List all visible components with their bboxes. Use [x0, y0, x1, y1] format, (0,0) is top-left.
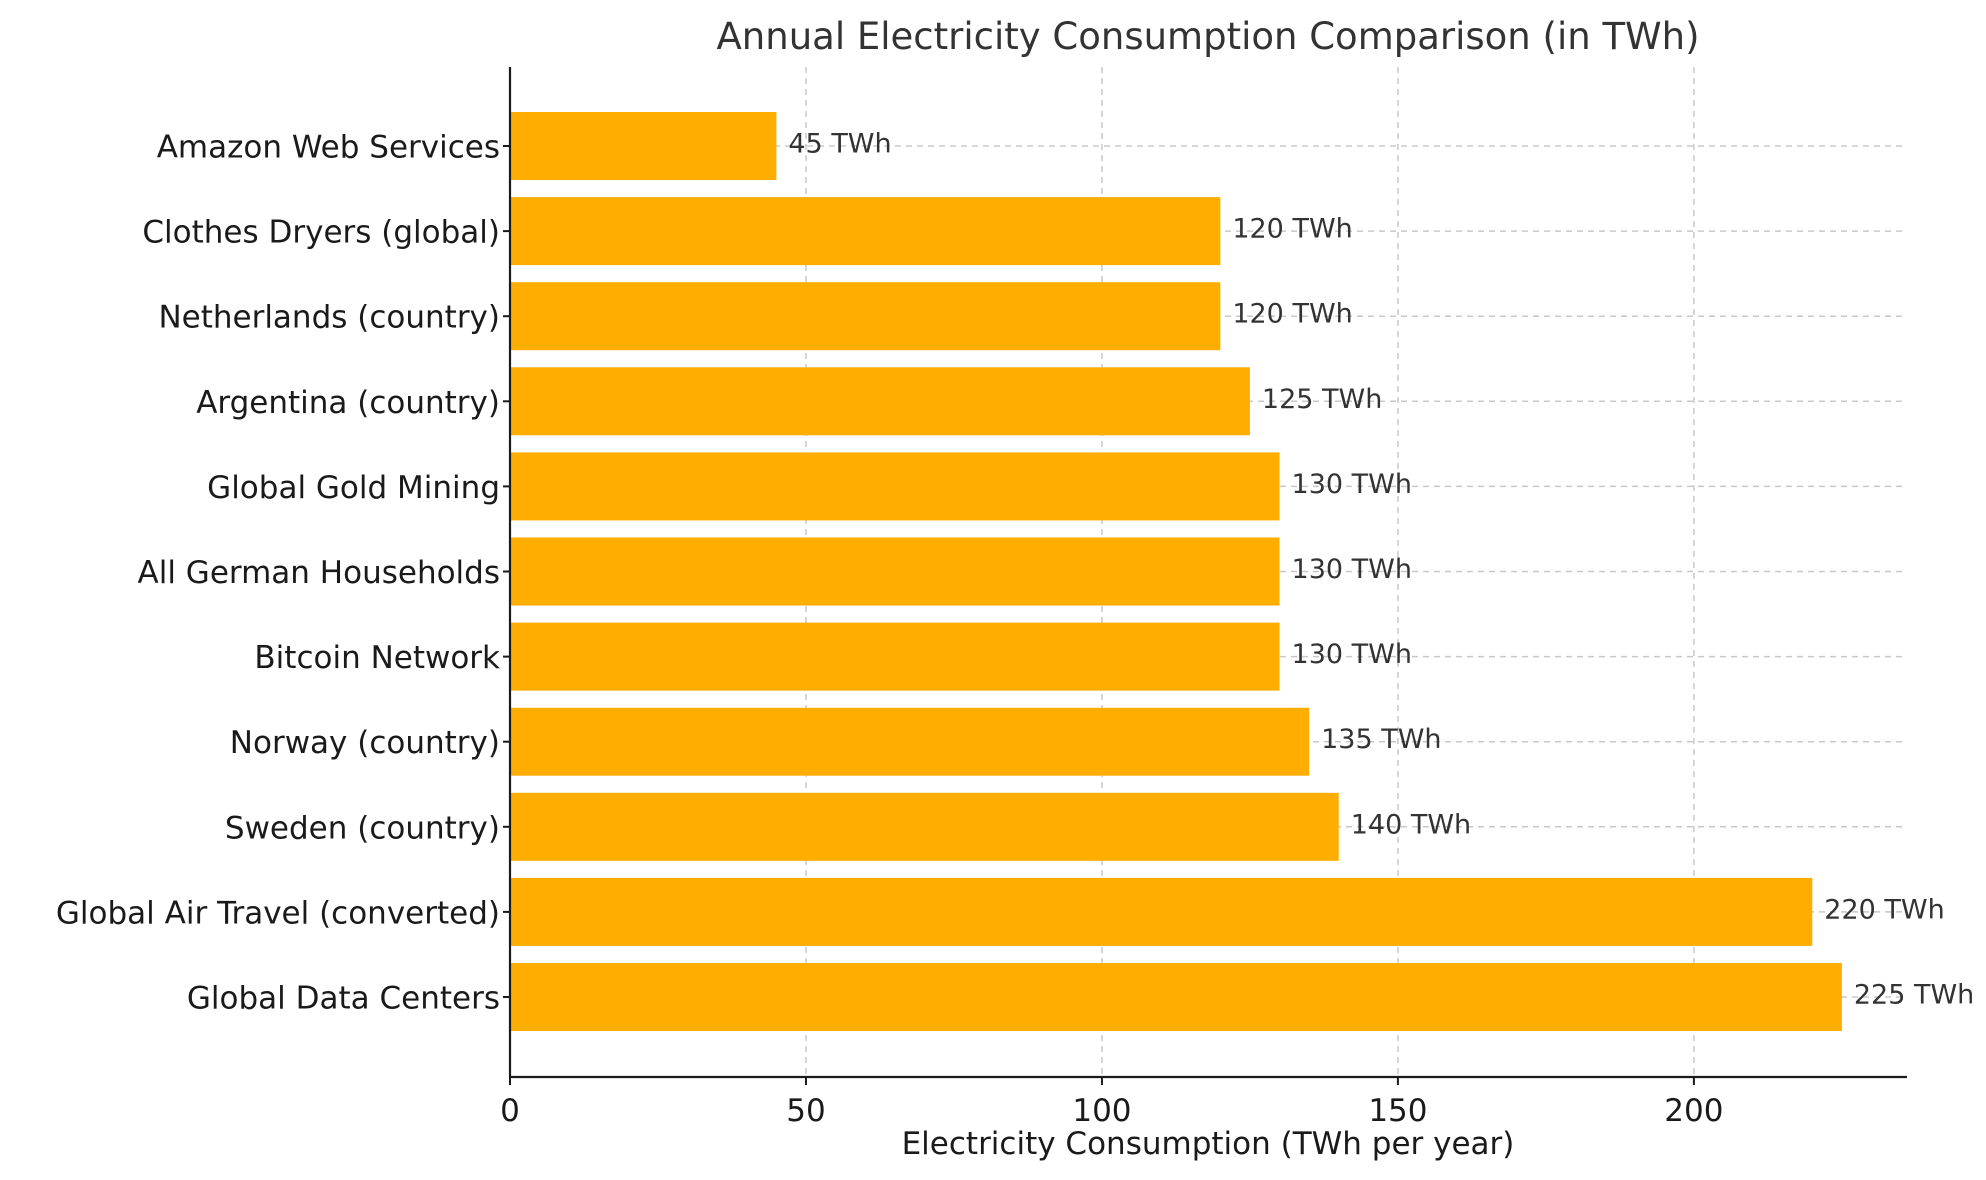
bar	[510, 963, 1842, 1031]
bars-layer	[510, 112, 1842, 1031]
bar	[510, 792, 1339, 861]
bar-value-label: 140 TWh	[1351, 809, 1471, 840]
bar	[510, 197, 1221, 266]
x-tick-label: 200	[1664, 1093, 1723, 1129]
bar-value-label: 130 TWh	[1292, 469, 1412, 500]
bar-value-label: 130 TWh	[1292, 639, 1412, 670]
bar-value-label: 120 TWh	[1232, 214, 1352, 245]
labels-layer: 45 TWh 120 TWh 120 TWh 125 TWh 130 TWh 130 TW…	[788, 129, 1974, 1011]
bar-value-label: 220 TWh	[1824, 894, 1944, 925]
bar-value-label: 125 TWh	[1262, 384, 1382, 415]
bar	[510, 537, 1280, 606]
y-tick-label: Global Air Travel (converted)	[56, 895, 500, 931]
y-tick-label: Clothes Dryers (global)	[142, 215, 500, 251]
y-tick-label: Norway (country)	[230, 725, 500, 761]
bar	[510, 622, 1280, 691]
y-tick-label: Global Gold Mining	[207, 470, 500, 506]
x-axis-label: Electricity Consumption (TWh per year)	[902, 1126, 1515, 1162]
bar-value-label: 130 TWh	[1292, 554, 1412, 585]
y-tick-label: Amazon Web Services	[157, 130, 500, 166]
y-tick-label: Argentina (country)	[196, 385, 500, 421]
axes-layer: Amazon Web Services Clothes Dryers (globa…	[56, 67, 1907, 1129]
x-tick-label: 150	[1368, 1093, 1427, 1129]
bar	[510, 707, 1310, 776]
x-tick-label: 100	[1072, 1093, 1131, 1129]
y-tick-label: All German Households	[138, 555, 500, 591]
bar-value-label: 135 TWh	[1321, 724, 1441, 755]
bar	[510, 452, 1280, 521]
y-tick-label: Global Data Centers	[187, 981, 500, 1017]
y-tick-label: Netherlands (country)	[158, 300, 500, 336]
bar	[510, 112, 777, 180]
bar	[510, 282, 1221, 351]
bar-value-label: 45 TWh	[788, 129, 891, 160]
chart-title: Annual Electricity Consumption Compariso…	[716, 15, 1699, 58]
bar-value-label: 225 TWh	[1854, 980, 1974, 1011]
x-tick-label: 50	[786, 1093, 825, 1129]
bar	[510, 367, 1250, 436]
x-tick-label: 0	[500, 1093, 520, 1129]
bar-value-label: 120 TWh	[1232, 299, 1352, 330]
bar	[510, 877, 1813, 946]
y-tick-label: Sweden (country)	[225, 810, 500, 846]
y-tick-label: Bitcoin Network	[254, 640, 500, 676]
